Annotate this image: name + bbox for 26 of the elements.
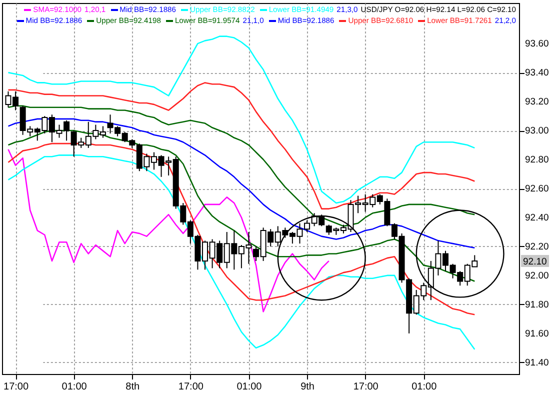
x-tick-label: 9th [300, 382, 314, 392]
y-tick-label: 92.60 [525, 184, 549, 194]
x-tick-label: 17:00 [4, 382, 29, 392]
y-tick-label: 93.40 [525, 68, 549, 79]
x-tick-label: 17:00 [178, 382, 204, 392]
x-tick-label: 01:00 [412, 382, 438, 392]
line-series [8, 148, 330, 312]
y-tick-label: 92.40 [525, 212, 549, 224]
line-series [8, 36, 476, 204]
y-tick-label: 93.00 [525, 126, 549, 137]
x-tick-label: 8th [126, 382, 140, 392]
y-tick-label: 93.60 [525, 38, 549, 50]
y-tick-label: 91.80 [525, 299, 549, 310]
y-tick-label: 91.40 [525, 357, 549, 368]
y-tick-label: 93.20 [525, 96, 549, 108]
y-tick-label: 91.60 [525, 328, 549, 340]
line-series [8, 118, 476, 249]
line-series [8, 82, 476, 210]
y-tick-label: 92.20 [525, 241, 549, 252]
x-tick-label: 17:00 [353, 382, 379, 392]
x-tick-label: 01:00 [236, 382, 262, 392]
y-tick-label: 92.00 [525, 270, 549, 282]
text: 92.10 [523, 256, 547, 268]
x-tick-label: 01:00 [62, 382, 88, 392]
line-series [8, 154, 476, 350]
y-tick-label: 92.80 [525, 154, 549, 166]
